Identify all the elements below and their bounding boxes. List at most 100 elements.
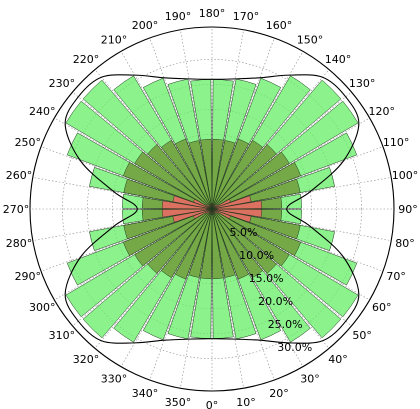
angle-tick-label-3: 30° [300, 373, 320, 386]
angular-grid-line-3 [211, 208, 304, 367]
bar-red-7 [211, 208, 252, 223]
angular-grid-line-6 [211, 208, 370, 301]
bar-olive-2 [211, 208, 250, 280]
angular-grid-line-24 [54, 117, 213, 210]
bar-olive-18 [200, 138, 213, 210]
bar-red-28 [172, 208, 213, 223]
bar-red-35 [210, 208, 213, 215]
angle-tick-label-28: 280° [6, 237, 33, 250]
angle-tick-label-29: 290° [15, 270, 42, 283]
bar-olive-5 [211, 208, 290, 267]
bar-olive-20 [174, 138, 213, 210]
bar-olive-19 [188, 140, 213, 210]
bar-olive-14 [211, 140, 263, 210]
angular-grid-line-16 [211, 37, 275, 210]
angle-tick-label-32: 320° [73, 353, 100, 366]
angle-tick-label-15: 150° [297, 33, 324, 46]
angle-tick-label-14: 140° [325, 53, 352, 66]
polar-bars [65, 75, 359, 343]
polar-frame [29, 26, 395, 392]
angle-tick-label-2: 20° [269, 387, 289, 400]
angle-tick-label-1: 10° [236, 396, 256, 409]
angle-tick-label-5: 50° [352, 329, 372, 342]
bar-olive-32 [161, 208, 213, 278]
angular-grid-line-32 [94, 208, 213, 349]
angle-tick-label-26: 260° [6, 169, 33, 182]
angle-tick-label-20: 200° [132, 19, 159, 32]
angle-tick-label-4: 40° [328, 353, 348, 366]
polar-grid [30, 27, 394, 391]
bar-olive-6 [211, 208, 301, 256]
angle-tick-label-30: 300° [29, 301, 56, 314]
bar-red-24 [193, 198, 213, 210]
radial-grid-circle-5 [62, 59, 362, 359]
bar-olive-3 [211, 208, 263, 278]
angular-grid-line-12 [211, 117, 370, 210]
radial-tick-label-4: 25.0% [268, 318, 303, 331]
angle-tick-label-18: 180° [199, 7, 226, 20]
angle-tick-label-0: 0° [206, 399, 219, 409]
angular-grid-line-13 [211, 91, 352, 210]
angle-tick-label-17: 170° [233, 10, 260, 23]
angle-tick-label-8: 80° [395, 237, 415, 250]
angular-grid-line-29 [40, 208, 213, 272]
bar-olive-11 [211, 162, 301, 210]
bar-olive-29 [123, 208, 213, 256]
radial-tick-label-0: 5.0% [230, 226, 258, 239]
angle-tick-label-7: 70° [386, 270, 406, 283]
bar-red-29 [193, 208, 213, 220]
angular-grid-line-34 [149, 208, 213, 381]
angle-tick-label-23: 230° [49, 77, 76, 90]
angular-grid-line-2 [211, 208, 275, 381]
angular-grid-line-22 [94, 69, 213, 210]
radial-tick-label-3: 20.0% [258, 295, 293, 308]
angular-grid-line-14 [211, 69, 330, 210]
angular-grid-line-4 [211, 208, 330, 349]
angular-grid-line-28 [32, 208, 213, 241]
angle-tick-label-12: 120° [368, 105, 395, 118]
bar-olive-13 [211, 144, 277, 210]
bar-olive-35 [200, 208, 213, 280]
angle-tick-label-10: 100° [392, 169, 419, 182]
bar-olive-30 [134, 208, 213, 267]
angle-tick-label-21: 210° [101, 33, 128, 46]
angular-grid-line-1 [211, 208, 244, 389]
bar-red-8 [211, 208, 263, 218]
angle-tick-label-13: 130° [349, 77, 376, 90]
angular-grid-line-19 [180, 29, 213, 210]
bar-olive-34 [188, 208, 213, 278]
angle-tick-label-35: 350° [165, 396, 192, 409]
angular-grid-line-33 [120, 208, 213, 367]
polar-envelope [64, 74, 360, 344]
angle-tick-label-31: 310° [49, 329, 76, 342]
bar-red-11 [211, 198, 231, 210]
bar-red-10 [211, 195, 252, 210]
envelope-line [64, 74, 360, 344]
angle-tick-label-27: 270° [3, 203, 30, 216]
angular-grid-line-5 [211, 208, 352, 327]
angular-grid-line-17 [211, 29, 244, 210]
radial-grid-circle-4 [87, 84, 337, 334]
angle-tick-label-25: 250° [15, 136, 42, 149]
angle-tick-label-11: 110° [383, 136, 410, 149]
bar-olive-22 [147, 144, 213, 210]
bar-olive-31 [147, 208, 213, 274]
angular-grid-line-35 [180, 208, 213, 389]
bar-red-26 [161, 200, 213, 210]
radial-tick-label-1: 10.0% [239, 249, 274, 262]
angle-tick-label-24: 240° [29, 105, 56, 118]
angular-grid-line-21 [120, 51, 213, 210]
angular-grid-line-7 [211, 208, 384, 272]
angular-grid-line-15 [211, 51, 304, 210]
bar-olive-16 [211, 140, 236, 210]
outer-frame-circle [29, 26, 395, 392]
angle-tick-label-19: 190° [165, 10, 192, 23]
bar-olive-0 [211, 208, 224, 280]
angle-tick-label-34: 340° [132, 387, 159, 400]
polar-labels: 0° 10° 20° 30° 40° 50° 60° 70° 80° 90° 100° 110° 120… [3, 7, 419, 409]
bar-olive-17 [211, 138, 224, 210]
bar-olive-1 [211, 208, 236, 278]
angular-grid-line-30 [54, 208, 213, 301]
angular-grid-line-20 [149, 37, 213, 210]
